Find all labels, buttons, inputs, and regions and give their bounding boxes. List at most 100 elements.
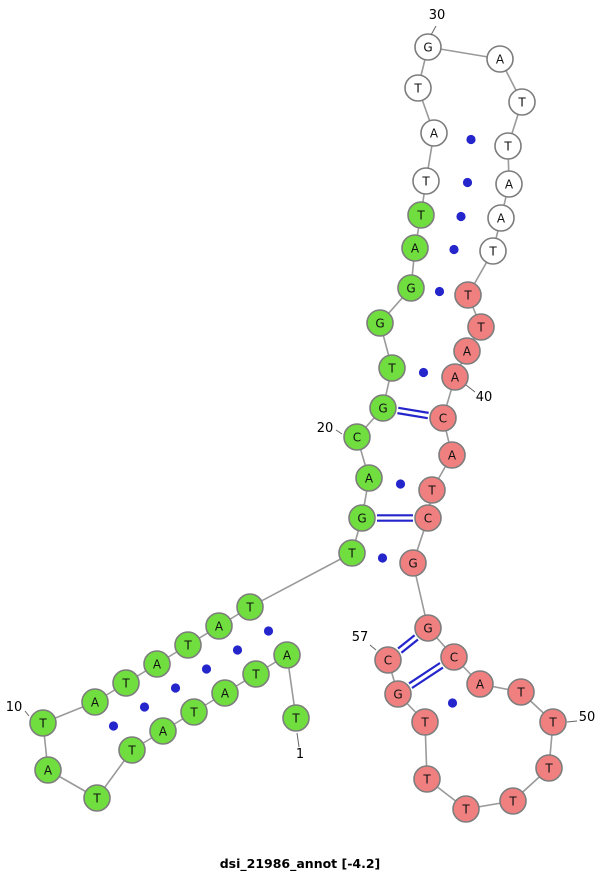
nucleotide-circle[interactable] [366, 309, 394, 337]
nucleotide-22[interactable]: T [378, 354, 406, 382]
nucleotide-circle[interactable] [414, 504, 442, 532]
nucleotide-circle[interactable] [495, 170, 523, 198]
nucleotide-38[interactable]: T [467, 313, 495, 341]
nucleotide-12[interactable]: T [112, 669, 140, 697]
nucleotide-35[interactable]: A [487, 204, 515, 232]
nucleotide-10[interactable]: T [29, 709, 57, 737]
nucleotide-55[interactable]: T [411, 708, 439, 736]
nucleotide-circle[interactable] [174, 631, 202, 659]
nucleotide-3[interactable]: T [242, 660, 270, 688]
nucleotide-43[interactable]: T [418, 476, 446, 504]
nucleotide-25[interactable]: A [401, 234, 429, 262]
nucleotide-40[interactable]: A [441, 363, 469, 391]
nucleotide-28[interactable]: A [420, 119, 448, 147]
nucleotide-5[interactable]: T [180, 698, 208, 726]
nucleotide-circle[interactable] [441, 363, 469, 391]
nucleotide-circle[interactable] [507, 678, 535, 706]
nucleotide-circle[interactable] [452, 795, 480, 823]
nucleotide-21[interactable]: G [369, 394, 397, 422]
nucleotide-42[interactable]: A [438, 441, 466, 469]
nucleotide-8[interactable]: T [83, 784, 111, 812]
nucleotide-circle[interactable] [205, 612, 233, 640]
nucleotide-circle[interactable] [338, 539, 366, 567]
nucleotide-circle[interactable] [149, 717, 177, 745]
nucleotide-11[interactable]: A [81, 688, 109, 716]
nucleotide-27[interactable]: T [412, 167, 440, 195]
nucleotide-37[interactable]: T [454, 281, 482, 309]
nucleotide-32[interactable]: T [508, 88, 536, 116]
nucleotide-29[interactable]: T [404, 74, 432, 102]
nucleotide-54[interactable]: T [413, 765, 441, 793]
nucleotide-circle[interactable] [440, 643, 468, 671]
nucleotide-circle[interactable] [454, 281, 482, 309]
nucleotide-circle[interactable] [34, 756, 62, 784]
nucleotide-44[interactable]: C [414, 504, 442, 532]
nucleotide-13[interactable]: A [143, 650, 171, 678]
nucleotide-20[interactable]: C [343, 423, 371, 451]
nucleotide-circle[interactable] [112, 669, 140, 697]
nucleotide-53[interactable]: T [452, 795, 480, 823]
nucleotide-30[interactable]: G [414, 33, 442, 61]
nucleotide-circle[interactable] [479, 237, 507, 265]
nucleotide-circle[interactable] [412, 167, 440, 195]
nucleotide-circle[interactable] [494, 132, 522, 160]
nucleotide-circle[interactable] [378, 354, 406, 382]
nucleotide-33[interactable]: T [494, 132, 522, 160]
nucleotide-circle[interactable] [355, 464, 383, 492]
nucleotide-circle[interactable] [420, 119, 448, 147]
nucleotide-circle[interactable] [508, 88, 536, 116]
nucleotide-48[interactable]: A [466, 670, 494, 698]
nucleotide-9[interactable]: A [34, 756, 62, 784]
nucleotide-6[interactable]: A [149, 717, 177, 745]
nucleotide-circle[interactable] [211, 679, 239, 707]
nucleotide-39[interactable]: A [453, 337, 481, 365]
nucleotide-circle[interactable] [411, 708, 439, 736]
nucleotide-circle[interactable] [118, 736, 146, 764]
nucleotide-46[interactable]: G [414, 614, 442, 642]
nucleotide-circle[interactable] [236, 593, 264, 621]
nucleotide-1[interactable]: T [282, 704, 310, 732]
nucleotide-circle[interactable] [429, 404, 457, 432]
nucleotide-45[interactable]: G [399, 549, 427, 577]
nucleotide-circle[interactable] [539, 708, 567, 736]
nucleotide-26[interactable]: T [407, 201, 435, 229]
nucleotide-49[interactable]: T [507, 678, 535, 706]
nucleotide-4[interactable]: A [211, 679, 239, 707]
nucleotide-circle[interactable] [466, 670, 494, 698]
nucleotide-16[interactable]: T [236, 593, 264, 621]
nucleotide-57[interactable]: C [374, 646, 402, 674]
nucleotide-circle[interactable] [81, 688, 109, 716]
nucleotide-circle[interactable] [282, 704, 310, 732]
nucleotide-18[interactable]: G [348, 504, 376, 532]
nucleotide-circle[interactable] [242, 660, 270, 688]
nucleotide-47[interactable]: C [440, 643, 468, 671]
nucleotide-31[interactable]: A [486, 45, 514, 73]
nucleotide-circle[interactable] [467, 313, 495, 341]
nucleotide-circle[interactable] [397, 274, 425, 302]
nucleotide-circle[interactable] [414, 614, 442, 642]
nucleotide-17[interactable]: T [338, 539, 366, 567]
nucleotide-15[interactable]: A [205, 612, 233, 640]
nucleotide-50[interactable]: T [539, 708, 567, 736]
nucleotide-circle[interactable] [535, 754, 563, 782]
nucleotide-circle[interactable] [399, 549, 427, 577]
nucleotide-2[interactable]: A [273, 641, 301, 669]
nucleotide-circle[interactable] [407, 201, 435, 229]
nucleotide-circle[interactable] [343, 423, 371, 451]
nucleotide-circle[interactable] [29, 709, 57, 737]
nucleotide-circle[interactable] [83, 784, 111, 812]
nucleotide-circle[interactable] [453, 337, 481, 365]
nucleotide-circle[interactable] [414, 33, 442, 61]
nucleotide-circle[interactable] [486, 45, 514, 73]
nucleotide-circle[interactable] [143, 650, 171, 678]
nucleotide-circle[interactable] [369, 394, 397, 422]
nucleotide-23[interactable]: G [366, 309, 394, 337]
nucleotide-41[interactable]: C [429, 404, 457, 432]
nucleotide-circle[interactable] [438, 441, 466, 469]
nucleotide-36[interactable]: T [479, 237, 507, 265]
nucleotide-circle[interactable] [180, 698, 208, 726]
nucleotide-circle[interactable] [404, 74, 432, 102]
nucleotide-7[interactable]: T [118, 736, 146, 764]
nucleotide-circle[interactable] [418, 476, 446, 504]
nucleotide-circle[interactable] [499, 787, 527, 815]
